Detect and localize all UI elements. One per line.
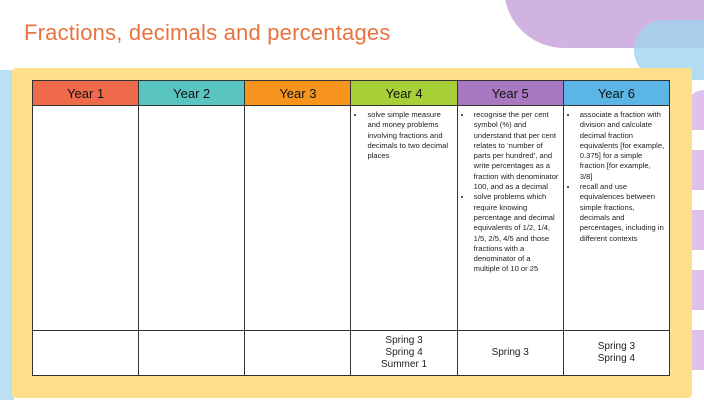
column-header-year-3: Year 3 [244, 80, 352, 106]
terms-year-4: Spring 3 Spring 4 Summer 1 [350, 330, 458, 376]
objectives-row: solve simple measure and money problems … [31, 105, 671, 331]
terms-year-3 [244, 330, 352, 376]
objective-list: associate a fraction with division and c… [568, 110, 665, 244]
header-row: Year 1 Year 2 Year 3 Year 4 Year 5 Year … [31, 80, 671, 106]
term-label: Spring 3 [597, 341, 636, 352]
terms-year-2 [138, 330, 246, 376]
objective-item: recall and use equivalences between simp… [578, 182, 665, 244]
column-header-year-6: Year 6 [562, 80, 671, 106]
objective-list: recognise the per cent symbol (%) and un… [462, 110, 559, 275]
objectives-year-3 [244, 105, 352, 331]
objectives-year-1 [31, 105, 140, 331]
term-label: Spring 3 [491, 347, 529, 358]
curriculum-table: Year 1 Year 2 Year 3 Year 4 Year 5 Year … [31, 80, 671, 376]
page-title: Fractions, decimals and percentages [24, 20, 391, 45]
term-label: Spring 3 [385, 335, 423, 346]
title-card: Fractions, decimals and percentages [0, 0, 474, 66]
column-header-year-5: Year 5 [456, 80, 564, 106]
term-label: Spring 4 [597, 353, 636, 364]
terms-year-1 [31, 330, 140, 376]
objective-item: solve simple measure and money problems … [365, 110, 452, 161]
terms-year-6: Spring 3 Spring 4 [562, 330, 671, 376]
objective-item: associate a fraction with division and c… [578, 110, 665, 182]
column-header-year-1: Year 1 [31, 80, 140, 106]
column-header-year-4: Year 4 [350, 80, 458, 106]
term-label: Summer 1 [380, 359, 428, 370]
objective-item: solve problems which require knowing per… [472, 192, 559, 274]
terms-row: Spring 3 Spring 4 Summer 1 Spring 3 Spri… [31, 330, 671, 376]
objective-item: recognise the per cent symbol (%) and un… [472, 110, 559, 192]
decorative-shape [0, 70, 14, 400]
objectives-year-6: associate a fraction with division and c… [562, 105, 671, 331]
terms-year-5: Spring 3 [456, 330, 564, 376]
objectives-year-4: solve simple measure and money problems … [350, 105, 458, 331]
objectives-year-5: recognise the per cent symbol (%) and un… [456, 105, 564, 331]
term-label: Spring 4 [385, 347, 423, 358]
column-header-year-2: Year 2 [138, 80, 246, 106]
objective-list: solve simple measure and money problems … [355, 110, 452, 161]
objectives-year-2 [138, 105, 246, 331]
